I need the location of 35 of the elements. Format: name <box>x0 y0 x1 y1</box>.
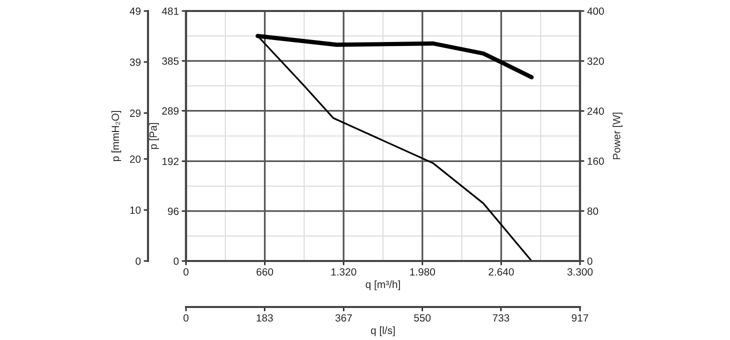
y-tick-label: 192 <box>162 158 179 166</box>
y-tick-label: 96 <box>168 208 179 215</box>
y3-tick-label: 10 <box>130 206 141 214</box>
x-tick-label: 3.300 <box>567 268 593 276</box>
y3-tick-label: 0 <box>136 258 141 265</box>
y-tick-label: 385 <box>162 57 179 65</box>
y3-axis-title: p [mmH₂O] <box>111 110 122 162</box>
y2-tick-label: 80 <box>587 208 598 215</box>
x2-tick-label: 367 <box>335 314 352 322</box>
y-tick-label: 481 <box>162 8 179 15</box>
y2-axis-title: Power [W] <box>612 112 622 160</box>
x2-tick-label: 733 <box>492 314 510 322</box>
y2-tick-label: 240 <box>587 108 604 115</box>
y2-tick-label: 320 <box>587 58 604 65</box>
x-tick-label: 660 <box>256 268 274 276</box>
x2-tick-label: 917 <box>572 314 588 322</box>
y3-tick-label: 49 <box>130 8 141 15</box>
x-tick-label: 1.320 <box>331 268 356 276</box>
y-axis-title: p [Pa] <box>149 123 159 149</box>
y-tick-label: 0 <box>174 258 179 265</box>
x-axis-title: q [m³/h] <box>366 280 400 290</box>
x-tick-label: 0 <box>184 268 188 276</box>
y-tick-label: 289 <box>162 107 179 115</box>
y2-tick-label: 0 <box>587 258 592 265</box>
x2-axis-title: q [l/s] <box>370 326 395 336</box>
y2-tick-label: 160 <box>588 158 604 165</box>
x-tick-label: 1.980 <box>410 268 436 276</box>
y2-tick-label: 400 <box>587 8 604 15</box>
y3-tick-label: 20 <box>130 155 141 163</box>
x2-tick-label: 0 <box>184 314 188 322</box>
y3-tick-label: 39 <box>130 58 141 66</box>
x2-tick-label: 183 <box>256 314 273 322</box>
y3-tick-label: 29 <box>130 110 141 117</box>
x-tick-label: 2.640 <box>488 268 514 276</box>
x2-tick-label: 550 <box>414 314 431 322</box>
